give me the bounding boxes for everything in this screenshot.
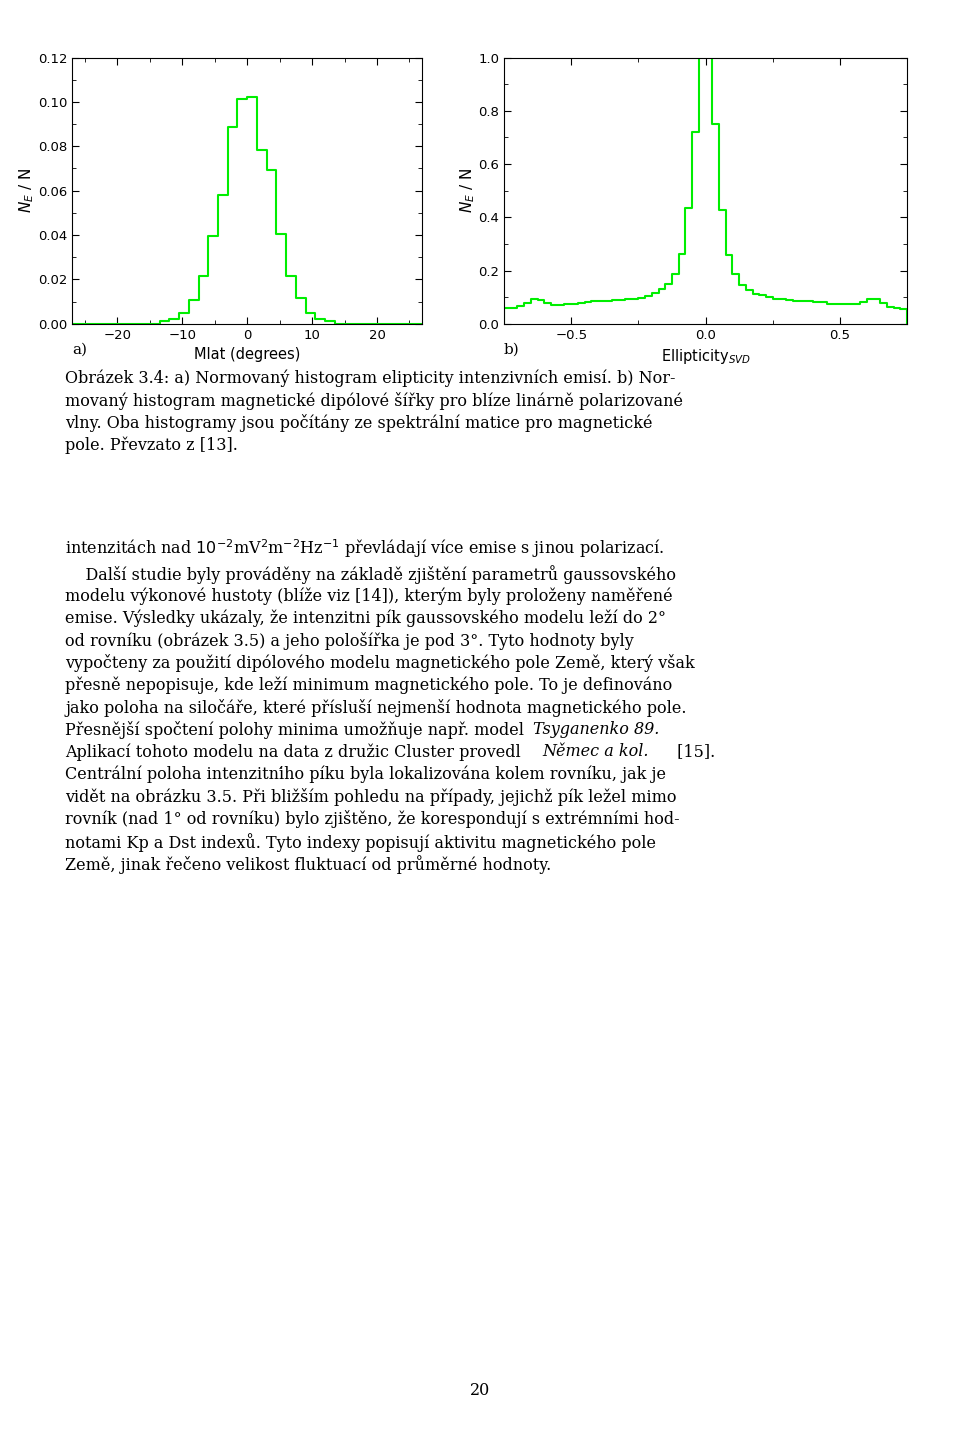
Text: jako poloha na siločáře, které přísluší nejmenší hodnota magnetického pole.: jako poloha na siločáře, které přísluší … <box>65 699 686 717</box>
Text: 20: 20 <box>469 1381 491 1399</box>
Text: Obrázek 3.4: a) Normovaný histogram elipticity intenzivních emisí. b) Nor-: Obrázek 3.4: a) Normovaný histogram elip… <box>65 370 676 387</box>
Text: Přesnější spočtení polohy minima umožňuje např. model: Přesnější spočtení polohy minima umožňuj… <box>65 721 529 740</box>
Text: Centrální poloha intenzitního píku byla lokalizována kolem rovníku, jak je: Centrální poloha intenzitního píku byla… <box>65 766 666 783</box>
Text: intenzitách nad $10^{-2}$mV$^2$m$^{-2}$Hz$^{-1}$ převládají více emise s jinou p: intenzitách nad $10^{-2}$mV$^2$m$^{-2}$H… <box>65 537 664 560</box>
Text: emise. Výsledky ukázaly, že intenzitni pík gaussovského modelu leží do 2°: emise. Výsledky ukázaly, že intenzitni p… <box>65 610 666 627</box>
Text: movaný histogram magnetické dipólové šířky pro blíze linárně polarizované: movaný histogram magnetické dipólové šíř… <box>65 393 684 410</box>
Y-axis label: $N_E$ / N: $N_E$ / N <box>17 168 36 213</box>
Text: Němec a kol.: Němec a kol. <box>542 744 649 760</box>
Y-axis label: $N_E$ / N: $N_E$ / N <box>458 168 477 213</box>
X-axis label: Mlat (degrees): Mlat (degrees) <box>194 347 300 363</box>
Text: vlny. Oba histogramy jsou počítány ze spektrální matice pro magnetické: vlny. Oba histogramy jsou počítány ze sp… <box>65 414 653 433</box>
Text: Země, jinak řečeno velikost fluktuací od průměrné hodnoty.: Země, jinak řečeno velikost fluktuací od… <box>65 855 552 873</box>
Text: vypočteny za použití dipólového modelu magnetického pole Země, který však: vypočteny za použití dipólového modelu m… <box>65 655 695 672</box>
Text: Tsyganenko 89.: Tsyganenko 89. <box>533 721 660 738</box>
Text: přesně nepopisuje, kde leží minimum magnetického pole. To je definováno: přesně nepopisuje, kde leží minimum magn… <box>65 676 673 694</box>
Text: [15].: [15]. <box>672 744 715 760</box>
Text: notami Kp a Dst indexů. Tyto indexy popisují aktivitu magnetického pole: notami Kp a Dst indexů. Tyto indexy popi… <box>65 833 657 852</box>
Text: od rovníku (obrázek 3.5) a jeho pološířka je pod 3°. Tyto hodnoty byly: od rovníku (obrázek 3.5) a jeho pološířk… <box>65 632 634 650</box>
Text: vidět na obrázku 3.5. Při bližším pohledu na případy, jejichž pík ležel mimo: vidět na obrázku 3.5. Při bližším pohled… <box>65 789 677 806</box>
Text: pole. Převzato z [13].: pole. Převzato z [13]. <box>65 437 238 455</box>
Text: Další studie byly prováděny na základě zjištění parametrů gaussovského: Další studie byly prováděny na základě z… <box>65 566 676 584</box>
Text: Aplikací tohoto modelu na data z družic Cluster provedl: Aplikací tohoto modelu na data z družic … <box>65 744 526 761</box>
Text: rovník (nad 1° od rovníku) bylo zjištěno, že korespondují s extrémními hod-: rovník (nad 1° od rovníku) bylo zjištěno… <box>65 810 680 829</box>
Text: a): a) <box>72 342 87 357</box>
Text: modelu výkonové hustoty (blíže viz [14]), kterým byly proloženy naměřené: modelu výkonové hustoty (blíže viz [14])… <box>65 587 673 604</box>
Text: b): b) <box>504 342 519 357</box>
X-axis label: Ellipticity$_{SVD}$: Ellipticity$_{SVD}$ <box>660 347 751 366</box>
